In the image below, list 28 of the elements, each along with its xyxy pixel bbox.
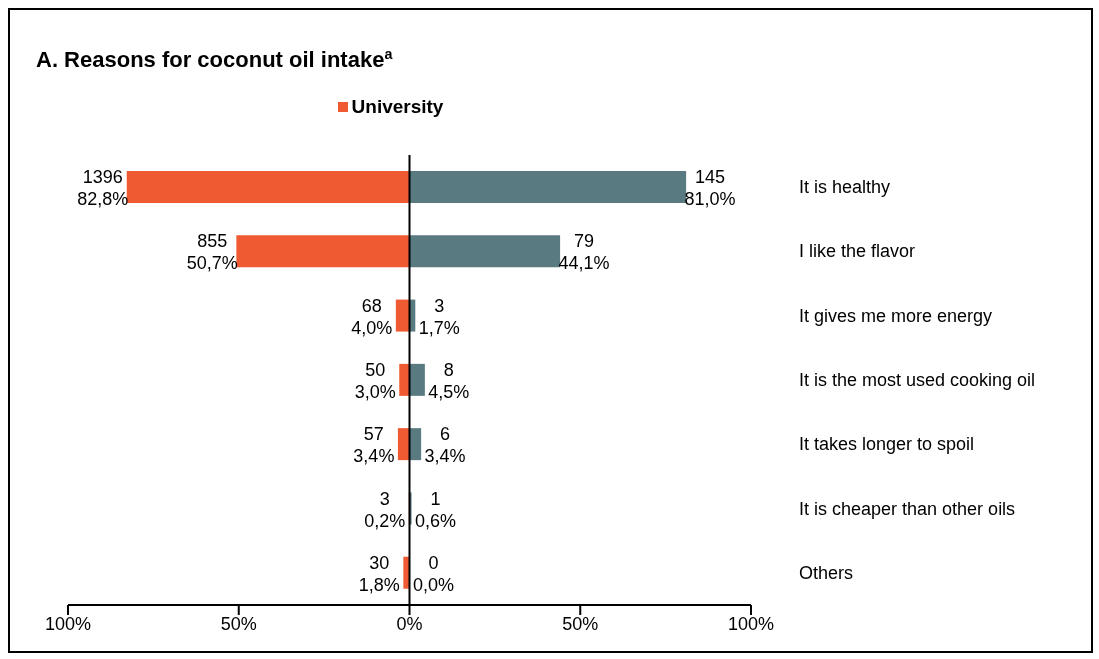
data-label: 3 0,2% <box>364 488 406 531</box>
legend-label: University <box>350 96 444 118</box>
data-label: 0 0,0% <box>412 552 455 595</box>
data-label: 855 50,7% <box>186 231 238 274</box>
data-label: 79 44,1% <box>558 231 610 274</box>
data-label: 68 4,0% <box>351 295 393 338</box>
data-label: 50 3,0% <box>354 360 396 402</box>
data-label: 1 0,6% <box>415 488 457 531</box>
y-tick-label: It is the most used cooking oil <box>799 370 1036 390</box>
x-tick-label: 50% <box>562 613 599 634</box>
x-tick-label: 0% <box>396 613 423 634</box>
data-label: 57 3,4% <box>353 424 395 467</box>
x-tick-label: 100% <box>44 613 92 634</box>
y-tick-label: It is cheaper than other oils <box>799 498 1016 519</box>
data-label: 1396 82,8% <box>77 167 129 210</box>
y-tick-label: Others <box>799 562 854 583</box>
data-label: 30 1,8% <box>358 552 400 595</box>
y-tick-label: I like the flavor <box>799 241 916 262</box>
x-tick-label: 100% <box>727 613 775 634</box>
data-label: 3 1,7% <box>418 295 460 338</box>
data-label: 8 4,5% <box>428 360 470 402</box>
y-tick-label: It takes longer to spoil <box>799 434 975 455</box>
chart-title: A. Reasons for coconut oil intake$^{a}$ <box>36 46 393 73</box>
x-tick-label: 50% <box>220 613 257 634</box>
y-tick-label: It is healthy <box>799 177 891 198</box>
data-label: 145 81,0% <box>684 167 736 210</box>
data-label: 6 3,4% <box>424 424 466 467</box>
y-tick-label: It gives me more energy <box>799 305 993 326</box>
